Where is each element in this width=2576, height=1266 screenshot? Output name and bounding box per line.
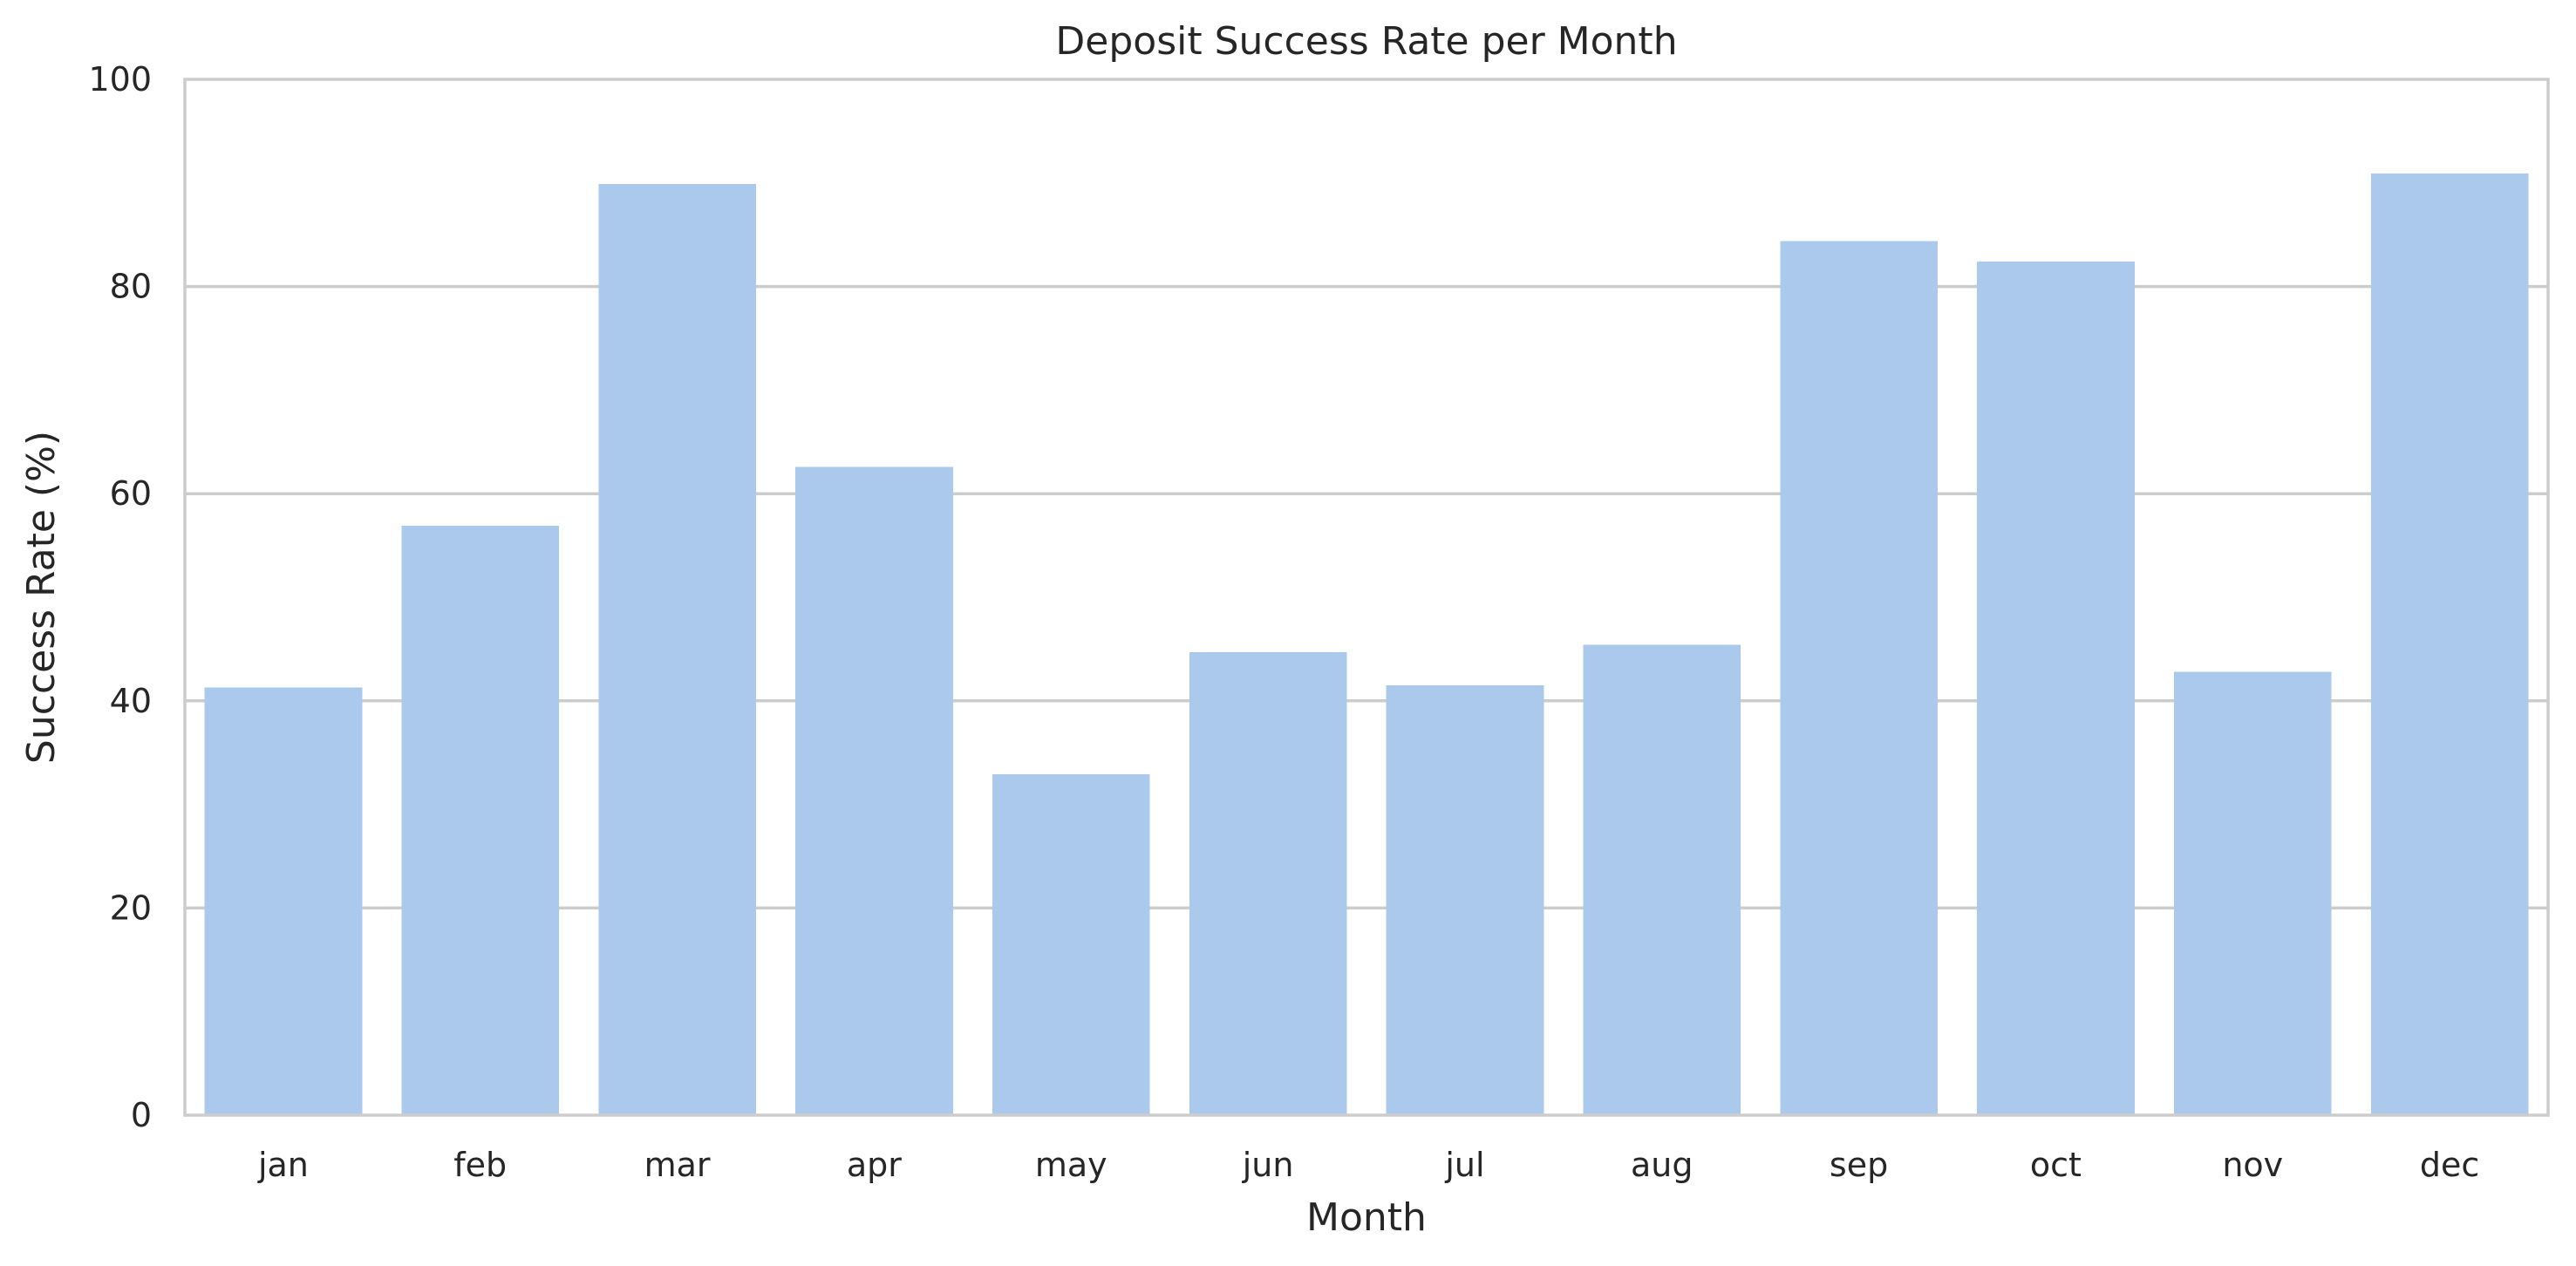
y-tick-label: 0 [131,1096,152,1134]
y-tick-label: 40 [110,682,152,720]
y-tick-label: 80 [110,268,152,306]
bar-apr [795,466,953,1115]
bar-dec [2370,174,2529,1115]
x-tick-label: jul [1444,1146,1484,1184]
x-tick-label: dec [2420,1146,2479,1184]
x-axis-label: Month [1306,1195,1427,1240]
y-tick-label: 100 [88,60,152,99]
y-tick-label: 20 [110,888,152,927]
bar-jan [204,687,363,1115]
bars [204,174,2529,1115]
bar-may [992,774,1150,1115]
x-tick-label: may [1035,1146,1107,1184]
x-tick-label: feb [453,1146,507,1184]
x-tick-label: oct [2030,1146,2082,1184]
gridlines [185,284,2548,910]
x-tick-label: sep [1830,1146,1888,1184]
x-tick-labels: jan feb mar apr may jun jul aug sep oct nov dec [257,1146,2479,1184]
bar-jun [1189,651,1347,1115]
x-tick-label: nov [2222,1146,2283,1184]
plot-frame [183,78,2550,1117]
bar-aug [1583,644,1741,1115]
bar-oct [1977,262,2135,1115]
bar-nov [2173,671,2332,1115]
y-tick-labels: 0 20 40 60 80 100 [88,60,152,1134]
bar-jul [1386,684,1544,1115]
x-tick-label: mar [644,1146,711,1184]
x-tick-label: jan [257,1146,309,1184]
bar-feb [401,526,560,1115]
bar-mar [598,183,756,1115]
x-tick-label: apr [847,1146,902,1184]
y-tick-label: 60 [110,474,152,513]
chart-title: Deposit Success Rate per Month [1055,19,1677,64]
bar-sep [1780,241,1938,1115]
x-tick-label: jun [1242,1146,1294,1184]
x-tick-label: aug [1631,1146,1693,1184]
y-axis-label: Success Rate (%) [19,431,64,764]
